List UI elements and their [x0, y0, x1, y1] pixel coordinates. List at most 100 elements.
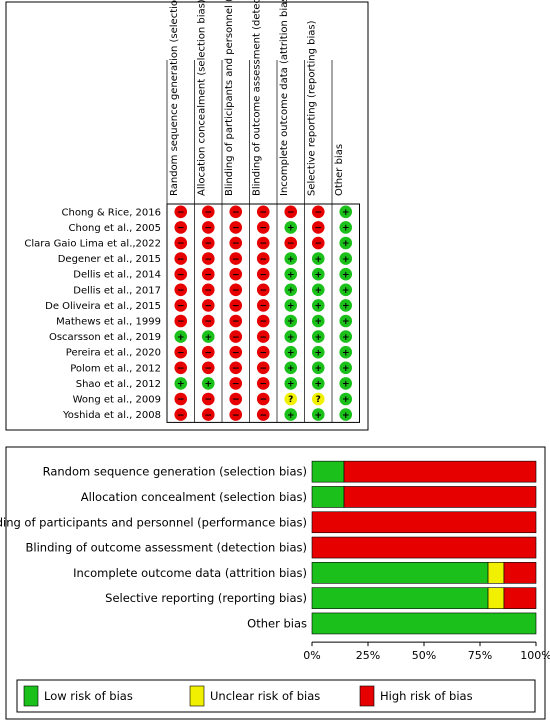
rating-dot-unclear: [311, 392, 325, 406]
domain-header: Random sequence generation (selection bi…: [169, 0, 180, 196]
study-label: Shao et al., 2012: [76, 379, 161, 390]
rating-dot-low: [339, 330, 353, 343]
rating-dot-high: [311, 236, 325, 250]
summary-grid-border: [166, 203, 360, 423]
rating-dot-low: [339, 221, 353, 234]
rating-dot-low: [284, 314, 298, 328]
rating-dot-high: [201, 299, 215, 312]
legend-swatch: [189, 685, 205, 707]
rating-symbol: −: [259, 411, 267, 421]
rating-dot-low: [284, 377, 298, 390]
study-label: Chong & Rice, 2016: [62, 207, 161, 218]
rating-dot-low: [284, 283, 298, 297]
rating-dot-low: [339, 299, 353, 312]
domain-header: Selective reporting (reporting bias): [306, 20, 317, 196]
rating-symbol: −: [177, 270, 185, 280]
rating-dot-high: [229, 236, 243, 250]
rating-symbol: +: [342, 208, 350, 218]
domain-header: Incomplete outcome data (attrition bias): [279, 0, 290, 196]
study-label: Degener et al., 2015: [58, 254, 161, 265]
rating-symbol: −: [177, 411, 185, 421]
rating-dot-high: [174, 361, 188, 375]
rating-dot-high: [229, 377, 243, 390]
rating-symbol: −: [259, 270, 267, 280]
rating-dot-high: [174, 221, 188, 234]
rating-symbol: −: [232, 395, 240, 405]
rating-dot-high: [284, 205, 298, 219]
rating-symbol: +: [287, 286, 295, 296]
rating-dot-high: [201, 314, 215, 328]
bar-segment-2: [343, 486, 537, 508]
rating-symbol: −: [232, 208, 240, 218]
rating-symbol: −: [204, 239, 212, 249]
rating-symbol: +: [342, 411, 350, 421]
rating-symbol: −: [204, 302, 212, 312]
rating-symbol: −: [259, 333, 267, 343]
rating-symbol: ?: [316, 395, 321, 405]
rating-dot-low: [284, 330, 298, 343]
rating-symbol: +: [314, 380, 322, 390]
rating-dot-high: [229, 221, 243, 234]
study-label: Polom et al., 2012: [70, 363, 161, 374]
rating-symbol: −: [204, 395, 212, 405]
rating-dot-high: [256, 392, 270, 406]
x-tick-label: 75%: [468, 649, 492, 662]
rating-symbol: −: [177, 208, 185, 218]
legend-label: Unclear risk of bias: [210, 689, 320, 703]
rating-dot-low: [339, 408, 353, 421]
rating-symbol: −: [232, 239, 240, 249]
rating-dot-high: [201, 283, 215, 297]
rating-symbol: +: [314, 411, 322, 421]
rating-dot-low: [311, 345, 325, 359]
rating-dot-high: [256, 330, 270, 343]
rating-symbol: +: [314, 302, 322, 312]
rating-symbol: +: [342, 286, 350, 296]
rating-dot-high: [174, 345, 188, 359]
bar-segment-0: [311, 486, 345, 508]
rating-dot-low: [284, 252, 298, 265]
rating-symbol: +: [314, 348, 322, 358]
risk-of-bias-graph: Random sequence generation (selection bi…: [0, 460, 550, 662]
rating-symbol: −: [259, 255, 267, 265]
rating-symbol: +: [287, 348, 295, 358]
rating-symbol: +: [287, 255, 295, 265]
study-label: Oscarsson et al., 2019: [49, 332, 161, 343]
rating-symbol: −: [259, 208, 267, 218]
legend: Low risk of bias Unclear risk of bias High…: [16, 679, 536, 713]
rating-dot-high: [229, 361, 243, 375]
domain-header: Other bias: [334, 144, 345, 196]
rating-symbol: −: [204, 411, 212, 421]
rating-symbol: −: [232, 411, 240, 421]
rating-dot-high: [201, 408, 215, 421]
rating-symbol: +: [287, 270, 295, 280]
rating-symbol: −: [232, 333, 240, 343]
rating-symbol: −: [314, 224, 322, 234]
rating-dot-low: [311, 408, 325, 421]
rating-dot-low: [311, 330, 325, 343]
rating-symbol: +: [314, 333, 322, 343]
bar-segment-1: [487, 562, 505, 584]
rating-symbol: −: [259, 348, 267, 358]
rating-symbol: −: [177, 286, 185, 296]
rating-symbol: −: [204, 317, 212, 327]
rating-symbol: +: [287, 302, 295, 312]
rating-dot-low: [284, 299, 298, 312]
rating-dot-low: [311, 377, 325, 390]
rating-symbol: −: [232, 317, 240, 327]
rating-symbol: +: [287, 317, 295, 327]
rating-dot-high: [256, 283, 270, 297]
rating-symbol: −: [177, 364, 185, 374]
rating-symbol: −: [232, 224, 240, 234]
rating-dot-high: [174, 236, 188, 250]
domain-header: Allocation concealment (selection bias): [196, 0, 207, 196]
top-panel-frame: [5, 1, 369, 431]
rating-dot-high: [201, 236, 215, 250]
rating-dot-high: [174, 314, 188, 328]
x-tick-label: 0%: [303, 649, 320, 662]
rating-dot-high: [229, 330, 243, 343]
bar-segment-2: [503, 587, 537, 609]
rating-symbol: +: [342, 317, 350, 327]
rating-dot-high: [229, 345, 243, 359]
rating-symbol: +: [204, 333, 212, 343]
rating-dot-low: [174, 330, 188, 343]
